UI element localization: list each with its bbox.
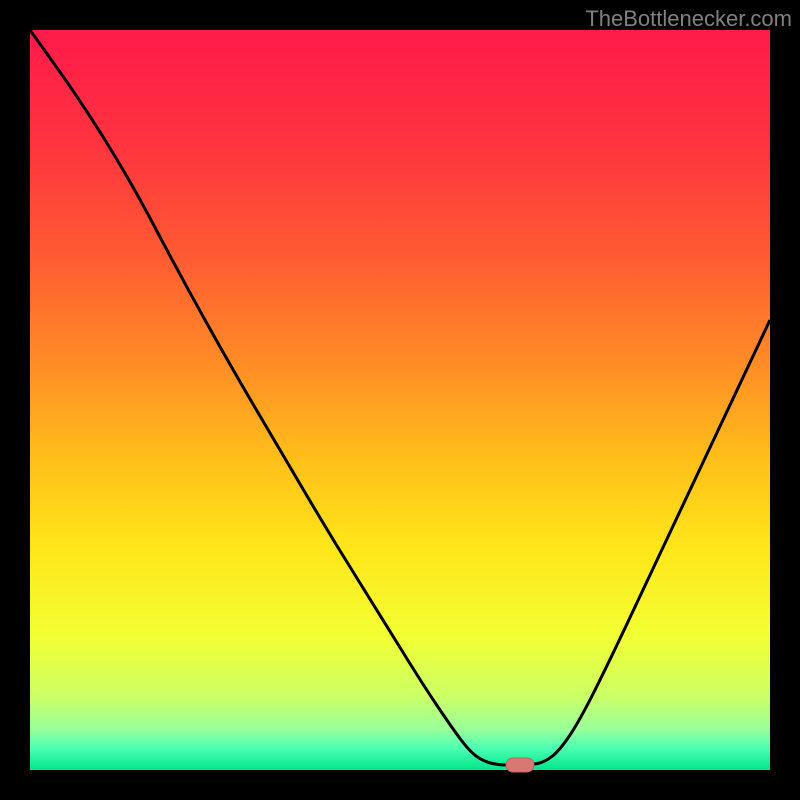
watermark-text: TheBottlenecker.com (585, 6, 792, 32)
chart-svg (0, 0, 800, 800)
chart-container (0, 0, 800, 800)
plot-area (30, 30, 770, 770)
optimal-marker (506, 758, 534, 772)
